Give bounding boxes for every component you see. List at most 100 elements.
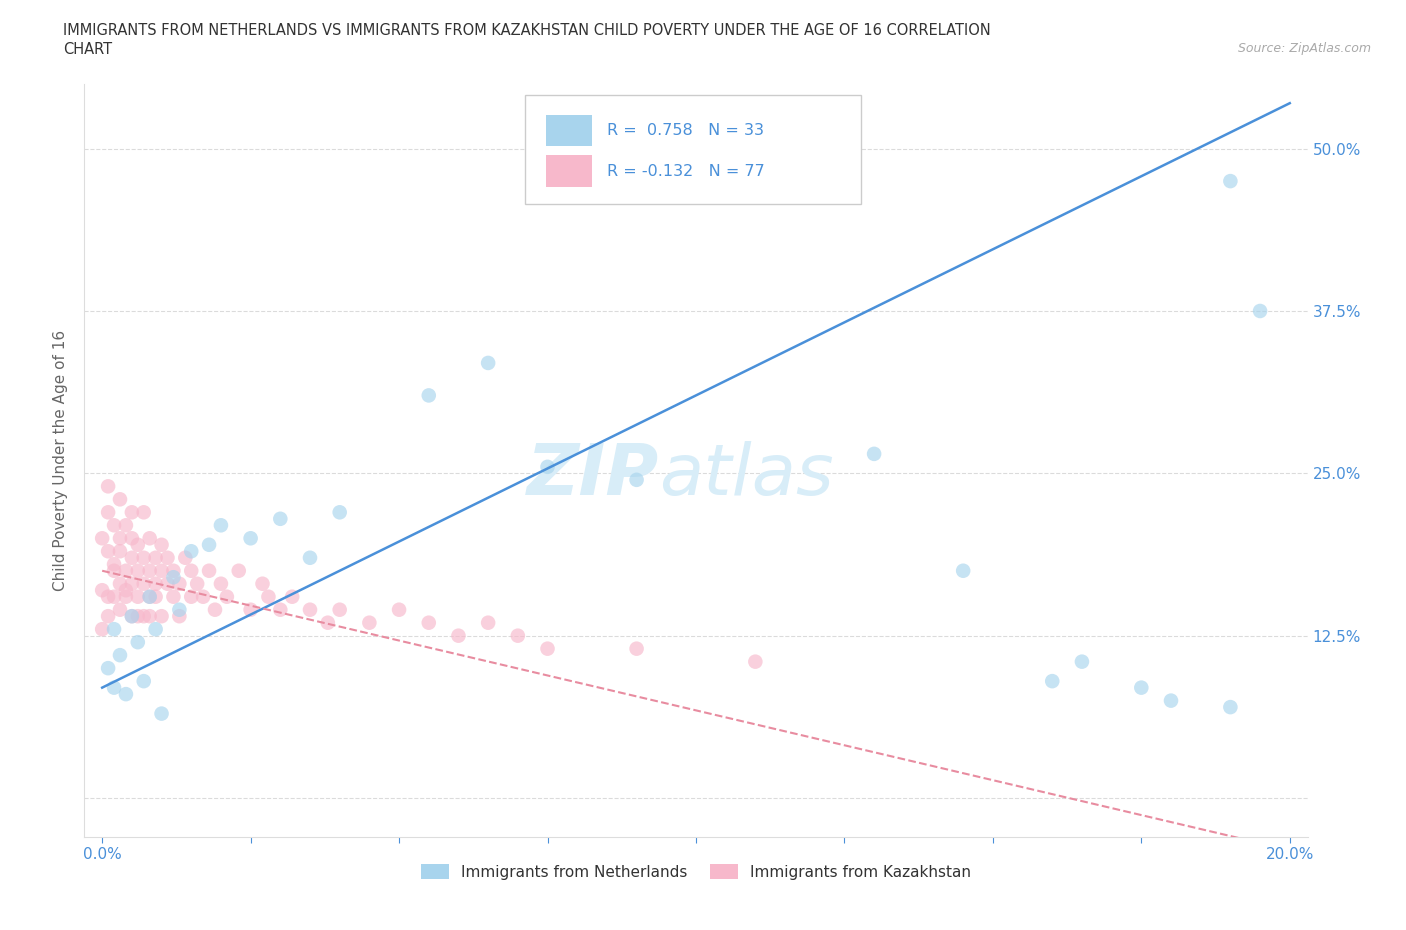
Point (506, 629, 529, 644)
Bar (546, 114, 592, 146)
Point (127, 590, 149, 604)
Point (150, 538, 173, 552)
Point (121, 505, 143, 520)
Point (1040, 673, 1063, 688)
Point (97, 544, 120, 559)
Point (138, 531, 160, 546)
Point (215, 590, 238, 604)
Point (97, 660, 120, 675)
Point (145, 577, 167, 591)
Point (1249, 303, 1271, 318)
Point (108, 647, 131, 662)
Point (477, 616, 499, 631)
FancyBboxPatch shape (524, 95, 860, 205)
Point (169, 609, 191, 624)
Point (132, 609, 155, 624)
Point (91, 622, 114, 637)
Point (115, 583, 138, 598)
Point (418, 388, 440, 403)
Point (952, 564, 974, 578)
Point (132, 551, 155, 565)
Text: R =  0.758   N = 33: R = 0.758 N = 33 (606, 123, 763, 138)
Point (329, 505, 352, 520)
Point (138, 564, 160, 578)
Point (269, 603, 291, 618)
Point (138, 609, 160, 624)
Point (1160, 693, 1182, 708)
Point (115, 564, 138, 578)
Point (103, 680, 125, 695)
Point (298, 551, 321, 565)
Legend: Immigrants from Netherlands, Immigrants from Kazakhstan: Immigrants from Netherlands, Immigrants … (415, 857, 977, 886)
Point (91, 531, 114, 546)
Point (477, 355, 499, 370)
Point (162, 564, 184, 578)
Point (127, 609, 149, 624)
Point (536, 642, 558, 657)
Point (186, 577, 208, 591)
Point (103, 564, 125, 578)
Point (121, 609, 143, 624)
Point (269, 512, 291, 526)
Point (180, 544, 202, 559)
Point (298, 603, 321, 618)
Point (115, 518, 138, 533)
Point (108, 492, 131, 507)
Point (97, 479, 120, 494)
Point (198, 538, 221, 552)
Point (228, 564, 250, 578)
Point (209, 518, 232, 533)
Point (138, 590, 160, 604)
Point (121, 609, 143, 624)
Point (316, 616, 339, 631)
Point (169, 603, 191, 618)
Point (418, 616, 440, 631)
Text: ZIP: ZIP (527, 441, 659, 510)
Point (536, 459, 558, 474)
Point (239, 603, 262, 618)
Point (626, 472, 648, 487)
Point (329, 603, 352, 618)
Point (103, 518, 125, 533)
Point (138, 590, 160, 604)
Point (1219, 699, 1241, 714)
Point (103, 557, 125, 572)
Point (145, 590, 167, 604)
Point (156, 551, 179, 565)
Point (156, 577, 179, 591)
Point (127, 564, 149, 578)
Point (209, 577, 232, 591)
Point (162, 570, 184, 585)
Point (191, 590, 214, 604)
Point (127, 635, 149, 650)
Point (115, 686, 138, 701)
Point (108, 577, 131, 591)
Point (150, 609, 173, 624)
Point (108, 603, 131, 618)
Y-axis label: Child Poverty Under the Age of 16: Child Poverty Under the Age of 16 (52, 330, 67, 591)
Point (97, 505, 120, 520)
Point (744, 654, 766, 669)
Point (626, 642, 648, 657)
Point (257, 590, 280, 604)
Point (863, 446, 886, 461)
Point (388, 603, 411, 618)
Point (180, 590, 202, 604)
Point (103, 622, 125, 637)
Point (132, 577, 155, 591)
Point (132, 505, 155, 520)
Text: IMMIGRANTS FROM NETHERLANDS VS IMMIGRANTS FROM KAZAKHSTAN CHILD POVERTY UNDER TH: IMMIGRANTS FROM NETHERLANDS VS IMMIGRANT… (63, 23, 991, 38)
Point (127, 538, 149, 552)
Text: Source: ZipAtlas.com: Source: ZipAtlas.com (1237, 42, 1371, 55)
Point (281, 590, 304, 604)
Point (169, 577, 191, 591)
Point (174, 551, 197, 565)
Point (108, 531, 131, 546)
Text: R = -0.132   N = 77: R = -0.132 N = 77 (606, 164, 765, 179)
Point (132, 673, 155, 688)
Point (145, 551, 167, 565)
Point (198, 564, 221, 578)
Point (150, 706, 173, 721)
Point (121, 551, 143, 565)
Point (447, 629, 470, 644)
